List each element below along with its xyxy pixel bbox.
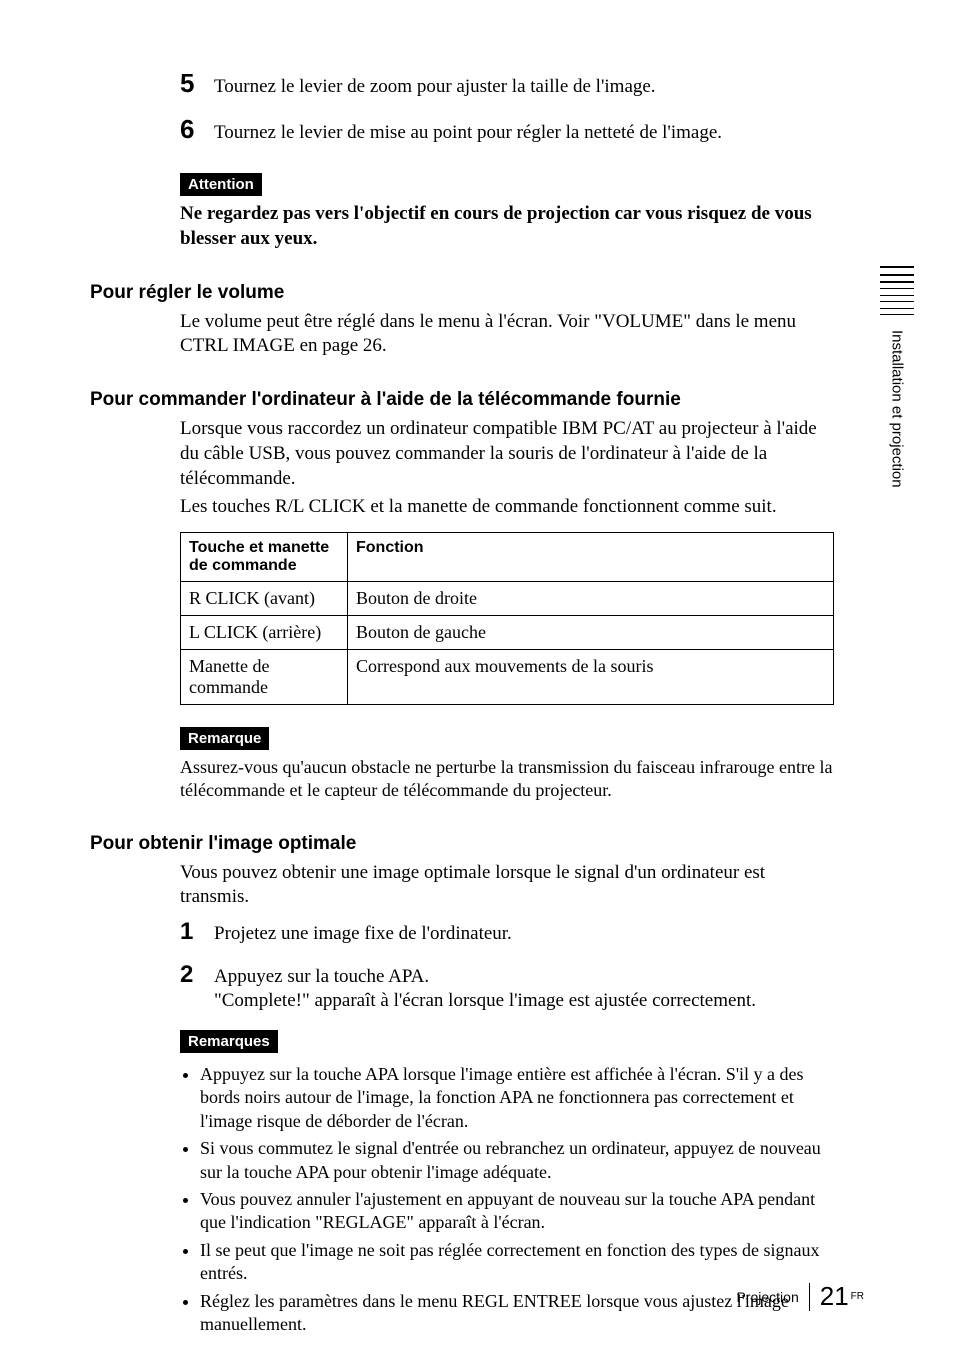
page-number: 21 bbox=[820, 1281, 849, 1312]
table-header-row: Touche et manette de commande Fonction bbox=[181, 532, 834, 581]
step-text: Tournez le levier de zoom pour ajuster l… bbox=[214, 75, 656, 100]
list-item: Appuyez sur la touche APA lorsque l'imag… bbox=[200, 1063, 834, 1133]
table-cell: Bouton de droite bbox=[348, 581, 834, 615]
table-cell: Manette de commande bbox=[181, 649, 348, 704]
footer-divider bbox=[809, 1283, 810, 1311]
remarks-badge: Remarques bbox=[180, 1030, 278, 1053]
step-text: Projetez une image fixe de l'ordinateur. bbox=[214, 922, 512, 947]
step-5: 5 Tournez le levier de zoom pour ajuster… bbox=[180, 68, 834, 100]
table-cell: L CLICK (arrière) bbox=[181, 615, 348, 649]
list-item: Vous pouvez annuler l'ajustement en appu… bbox=[200, 1188, 834, 1235]
table-cell: R CLICK (avant) bbox=[181, 581, 348, 615]
side-tab: Installation et projection bbox=[880, 260, 914, 488]
attention-text: Ne regardez pas vers l'objectif en cours… bbox=[180, 202, 834, 251]
content-column: 5 Tournez le levier de zoom pour ajuster… bbox=[180, 68, 834, 1336]
command-table: Touche et manette de commande Fonction R… bbox=[180, 532, 834, 705]
volume-text: Le volume peut être réglé dans le menu à… bbox=[180, 310, 834, 359]
remote-p1: Lorsque vous raccordez un ordinateur com… bbox=[180, 417, 834, 491]
step-number: 1 bbox=[180, 918, 214, 946]
step-6: 6 Tournez le levier de mise au point pou… bbox=[180, 114, 834, 146]
list-item: Il se peut que l'image ne soit pas réglé… bbox=[200, 1239, 834, 1286]
optimal-step-2: 2 Appuyez sur la touche APA. "Complete!"… bbox=[180, 961, 834, 1014]
step-text: Appuyez sur la touche APA. "Complete!" a… bbox=[214, 965, 756, 1014]
footer: Projection 21 FR bbox=[736, 1281, 864, 1312]
table-header: Touche et manette de commande bbox=[181, 532, 348, 581]
table-row: Manette de commande Correspond aux mouve… bbox=[181, 649, 834, 704]
heading-optimal: Pour obtenir l'image optimale bbox=[90, 833, 834, 855]
table-row: L CLICK (arrière) Bouton de gauche bbox=[181, 615, 834, 649]
heading-remote: Pour commander l'ordinateur à l'aide de … bbox=[90, 389, 834, 411]
optimal-step-1: 1 Projetez une image fixe de l'ordinateu… bbox=[180, 918, 834, 947]
remote-p2: Les touches R/L CLICK et la manette de c… bbox=[180, 495, 834, 520]
page: Installation et projection 5 Tournez le … bbox=[0, 0, 954, 1352]
table-cell: Bouton de gauche bbox=[348, 615, 834, 649]
side-tab-decoration bbox=[880, 260, 914, 320]
heading-volume: Pour régler le volume bbox=[90, 282, 834, 304]
page-lang: FR bbox=[851, 1291, 864, 1302]
step-text-sub: "Complete!" apparaît à l'écran lorsque l… bbox=[214, 990, 756, 1011]
step-number: 6 bbox=[180, 114, 214, 145]
side-tab-label: Installation et projection bbox=[889, 330, 906, 488]
step-number: 5 bbox=[180, 68, 214, 99]
remark-text: Assurez-vous qu'aucun obstacle ne pertur… bbox=[180, 756, 834, 803]
step-text: Tournez le levier de mise au point pour … bbox=[214, 121, 722, 146]
table-row: R CLICK (avant) Bouton de droite bbox=[181, 581, 834, 615]
attention-badge: Attention bbox=[180, 173, 262, 196]
list-item: Si vous commutez le signal d'entrée ou r… bbox=[200, 1137, 834, 1184]
remark-badge: Remarque bbox=[180, 727, 269, 750]
footer-section: Projection bbox=[736, 1289, 798, 1305]
step-text-main: Appuyez sur la touche APA. bbox=[214, 966, 429, 987]
table-cell: Correspond aux mouvements de la souris bbox=[348, 649, 834, 704]
optimal-intro: Vous pouvez obtenir une image optimale l… bbox=[180, 861, 834, 910]
step-number: 2 bbox=[180, 961, 214, 989]
table-header: Fonction bbox=[348, 532, 834, 581]
